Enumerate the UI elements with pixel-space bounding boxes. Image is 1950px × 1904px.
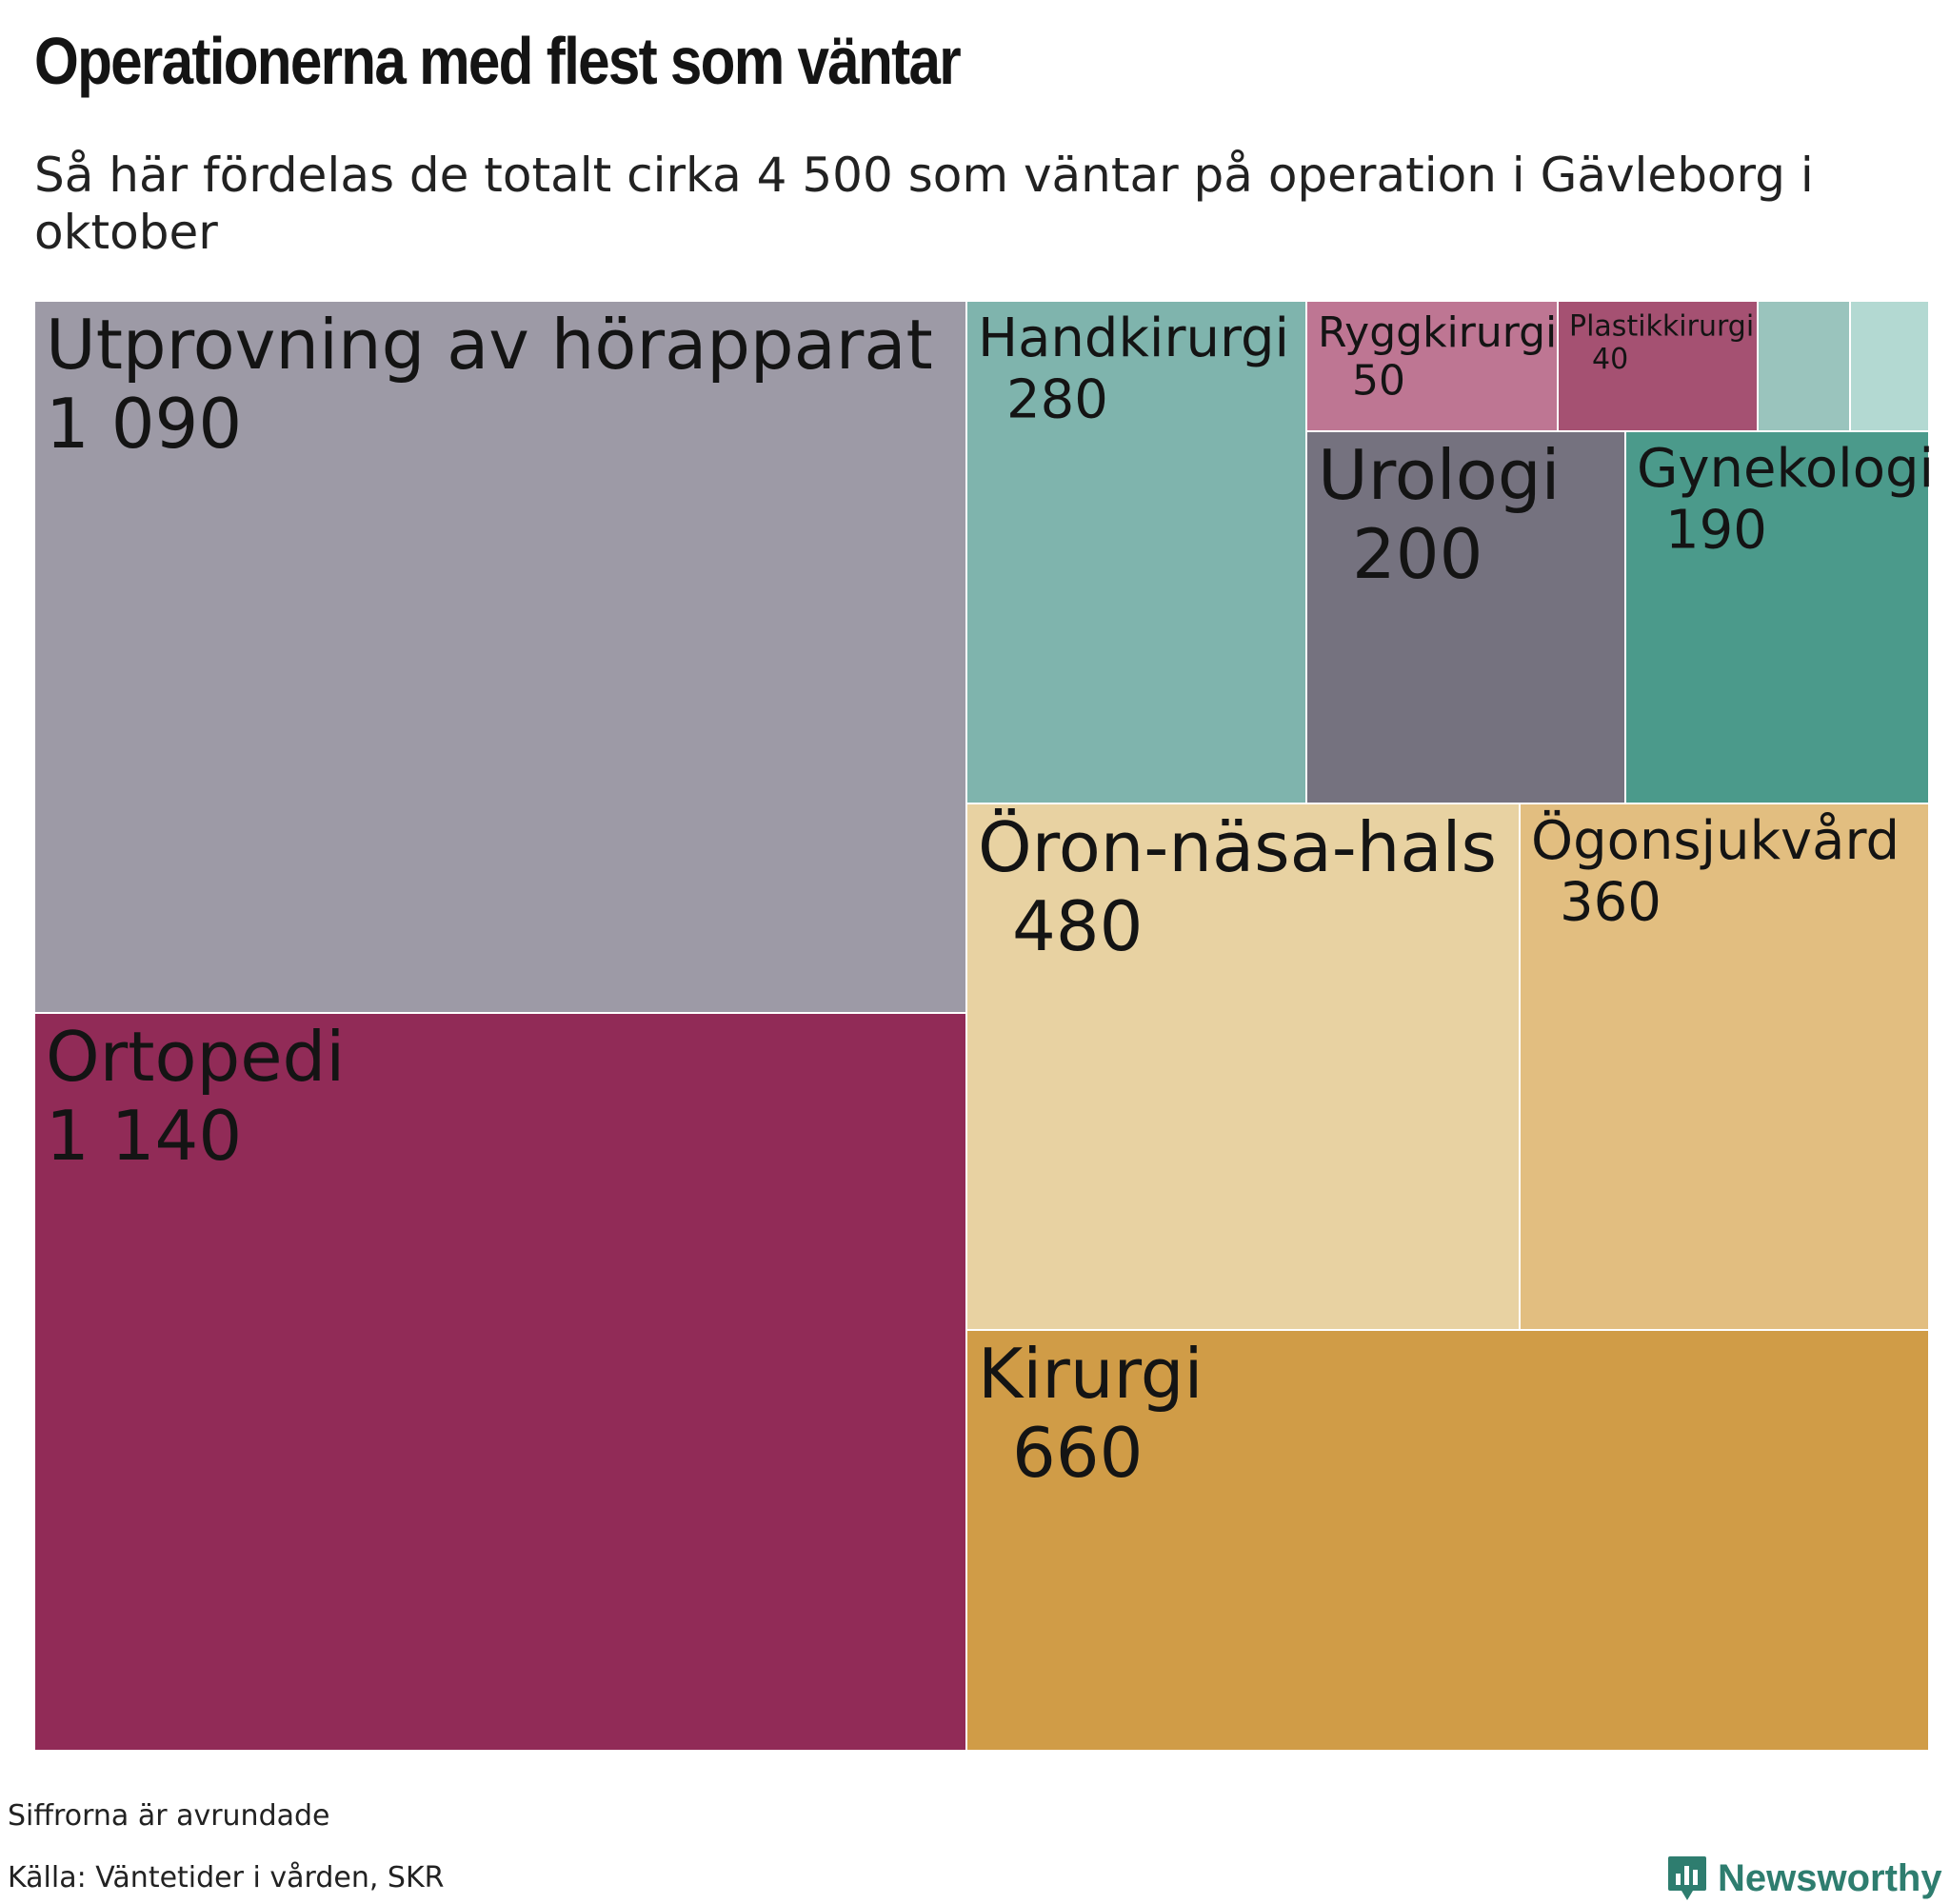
tile-value-oron-nasa-hals: 480 bbox=[1012, 886, 1143, 966]
tile-value-utprovning-av-horapparat: 1 090 bbox=[46, 384, 242, 464]
chart-subtitle: Så här fördelas de totalt cirka 4 500 so… bbox=[34, 148, 1814, 260]
source-note: Källa: Väntetider i vården, SKR bbox=[8, 1861, 445, 1894]
tile-value-ogonsjukvard: 360 bbox=[1560, 871, 1661, 933]
tile-ortopedi bbox=[33, 1012, 967, 1752]
tile-label-ogonsjukvard: Ögonsjukvård bbox=[1531, 810, 1900, 872]
tile-label-ortopedi: Ortopedi bbox=[46, 1017, 345, 1097]
tile-value-plastikkirurgi: 40 bbox=[1592, 343, 1628, 376]
tile-urologi bbox=[1305, 430, 1626, 804]
newsworthy-logo-icon bbox=[1668, 1856, 1706, 1900]
tile-gynekologi bbox=[1624, 430, 1930, 804]
chart-title: Operationerna med flest som väntar bbox=[34, 24, 962, 98]
tile-value-ryggkirurgi: 50 bbox=[1352, 357, 1405, 406]
tile-label-oron-nasa-hals: Öron-näsa-hals bbox=[978, 807, 1497, 887]
tile-value-ortopedi: 1 140 bbox=[46, 1096, 242, 1176]
tile-label-utprovning-av-horapparat: Utprovning av hörapparat bbox=[46, 305, 933, 385]
brand-name: Newsworthy bbox=[1718, 1856, 1942, 1899]
tile-ogonsjukvard bbox=[1519, 803, 1930, 1331]
tile-label-handkirurgi: Handkirurgi bbox=[978, 307, 1289, 369]
tile-kirurgi bbox=[965, 1329, 1930, 1752]
tile-label-kirurgi: Kirurgi bbox=[978, 1334, 1204, 1414]
tile-unlabeled-6 bbox=[1849, 300, 1930, 432]
footnote: Siffrorna är avrundade bbox=[8, 1799, 330, 1833]
tile-label-urologi: Urologi bbox=[1318, 435, 1561, 515]
tile-label-ryggkirurgi: Ryggkirurgi bbox=[1318, 308, 1557, 357]
tile-value-urologi: 200 bbox=[1352, 514, 1482, 594]
tile-label-plastikkirurgi: Plastikkirurgi bbox=[1569, 310, 1754, 344]
tile-value-gynekologi: 190 bbox=[1665, 499, 1767, 561]
tile-unlabeled-5 bbox=[1757, 300, 1851, 432]
brand-logo: Newsworthy bbox=[1666, 1854, 1942, 1902]
tile-oron-nasa-hals bbox=[965, 803, 1521, 1331]
tile-value-handkirurgi: 280 bbox=[1006, 368, 1108, 430]
tile-label-gynekologi: Gynekologi bbox=[1637, 438, 1934, 500]
tile-value-kirurgi: 660 bbox=[1012, 1413, 1143, 1493]
